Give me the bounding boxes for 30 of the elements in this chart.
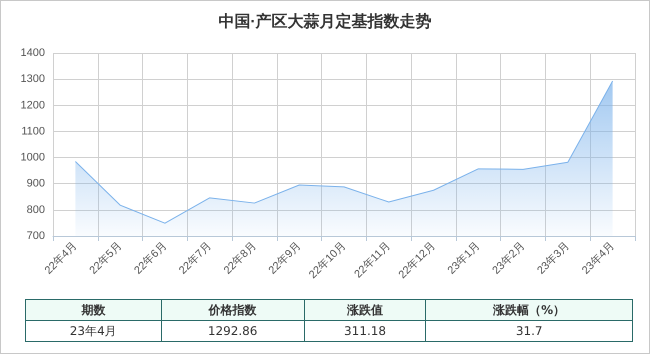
y-tick-label: 800 [26, 204, 45, 216]
y-tick-label: 1300 [20, 73, 45, 86]
y-tick-label: 1100 [21, 125, 45, 138]
y-tick-label: 1200 [20, 99, 45, 112]
y-tick-label: 900 [26, 178, 45, 190]
text: 涨跌幅（%） [426, 300, 632, 320]
x-tick-label: 22年10月 [306, 240, 348, 282]
y-tick-label: 1000 [20, 152, 45, 164]
x-tick-label: 22年5月 [87, 240, 124, 277]
x-tick-label: 23年2月 [490, 240, 528, 277]
text: 涨跌值 [304, 300, 426, 320]
x-tick-label: 22年11月 [352, 240, 394, 281]
text: 1292.86 [161, 320, 304, 342]
x-tick-label: 22年9月 [266, 240, 304, 277]
x-tick-label: 22年12月 [396, 240, 438, 282]
x-tick-label: 22年8月 [222, 240, 259, 277]
chart-title: 中国·产区大蒜月定基指数走势 [218, 12, 432, 30]
y-tick-label: 700 [26, 230, 45, 242]
text: 23年4月 [26, 320, 162, 342]
x-tick-label: 22年7月 [176, 240, 214, 277]
text: 31.7 [426, 320, 632, 342]
text: 311.18 [304, 320, 426, 342]
y-tick-label: 1400 [20, 47, 45, 59]
x-tick-label: 22年4月 [42, 240, 80, 277]
x-tick-label: 23年3月 [535, 240, 572, 277]
text: 价格指数 [161, 300, 304, 320]
x-tick-label: 23年1月 [446, 240, 483, 277]
x-tick-label: 22年6月 [132, 240, 170, 277]
text: 期数 [26, 300, 162, 320]
x-tick-label: 23年4月 [580, 240, 617, 277]
